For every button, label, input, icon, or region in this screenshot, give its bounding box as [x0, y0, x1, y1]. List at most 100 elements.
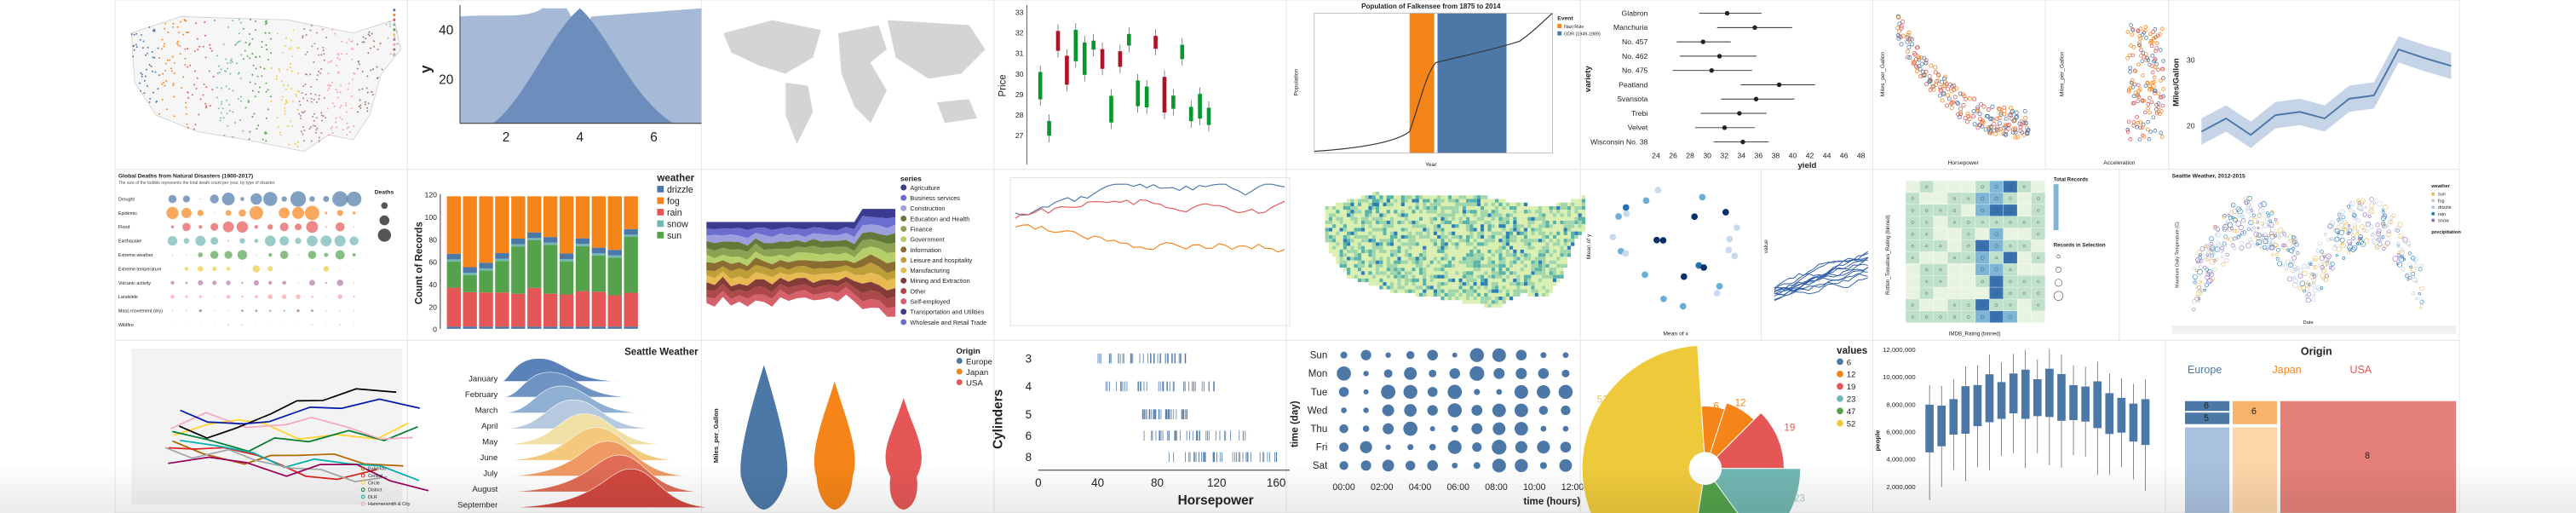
map-dot	[302, 85, 305, 88]
county	[1466, 278, 1470, 283]
point	[2395, 262, 2400, 266]
county	[1531, 245, 1535, 250]
county	[1389, 195, 1394, 199]
county	[1404, 289, 1409, 293]
point	[2336, 246, 2342, 252]
county	[1375, 278, 1380, 283]
point	[1937, 93, 1942, 98]
bar-segment	[511, 196, 526, 239]
point	[2397, 251, 2401, 255]
county	[1523, 210, 1528, 214]
map-dot	[187, 32, 189, 34]
county	[1332, 220, 1337, 225]
label: 19	[1847, 383, 1856, 392]
heat-dot	[1981, 280, 1984, 284]
county	[1516, 202, 1521, 206]
point	[2192, 299, 2197, 304]
county	[1509, 278, 1514, 283]
map-dot	[281, 80, 284, 83]
county	[1567, 224, 1572, 228]
county	[1556, 234, 1561, 239]
county	[1361, 278, 1366, 283]
point	[2137, 40, 2142, 45]
county	[1368, 256, 1372, 261]
point	[1722, 209, 1729, 216]
county	[1534, 278, 1538, 283]
county	[1481, 292, 1485, 297]
legend-dot	[900, 236, 907, 243]
county	[1361, 263, 1366, 268]
point	[2396, 245, 2401, 248]
county	[1397, 245, 1401, 250]
label: Miles_per_Gallon	[2059, 51, 2065, 96]
point	[1998, 111, 2004, 116]
label: Manchuria	[1613, 23, 1648, 32]
county	[1495, 249, 1499, 254]
heat-cell	[2031, 299, 2045, 311]
point	[2009, 112, 2014, 118]
county	[1484, 268, 1488, 272]
point	[1968, 95, 1973, 101]
punch	[1560, 441, 1572, 453]
point	[1752, 25, 1757, 31]
county	[1484, 213, 1488, 217]
map-dot	[252, 64, 255, 66]
county	[1578, 213, 1582, 217]
county	[1556, 274, 1561, 279]
county	[1534, 253, 1538, 257]
county	[1429, 220, 1434, 225]
county	[1469, 220, 1474, 225]
point	[2125, 30, 2130, 34]
county	[1542, 245, 1546, 250]
map-dot	[242, 130, 244, 132]
bubble	[241, 281, 244, 285]
county	[1498, 297, 1503, 301]
county	[1361, 224, 1366, 228]
county	[1368, 271, 1372, 275]
county	[1458, 285, 1463, 290]
bar-segment	[495, 292, 509, 327]
bar-segment	[446, 262, 461, 288]
county	[1513, 202, 1517, 206]
county	[1455, 220, 1459, 225]
map-dot	[236, 62, 239, 65]
county	[1560, 202, 1564, 206]
box	[2081, 386, 2090, 422]
punch	[1469, 348, 1484, 362]
point	[1918, 66, 1923, 72]
heat-cell	[1961, 181, 1975, 193]
point	[2212, 252, 2216, 256]
point	[1963, 116, 1968, 121]
point	[2136, 95, 2141, 99]
county	[1447, 263, 1452, 268]
heat-cell	[2017, 228, 2032, 240]
county	[1491, 213, 1495, 217]
county	[1429, 263, 1434, 268]
label: 30	[2187, 55, 2195, 64]
map-dot	[196, 37, 198, 40]
bubble	[254, 239, 259, 244]
label: 19	[1784, 423, 1795, 433]
county	[1462, 199, 1467, 203]
point	[2149, 100, 2154, 105]
point	[2412, 277, 2418, 283]
label: people	[1873, 429, 1881, 452]
point	[2382, 224, 2387, 229]
county	[1418, 231, 1423, 235]
heat-dot	[2009, 291, 2012, 295]
point	[1660, 295, 1667, 303]
map-dot	[247, 101, 250, 103]
bottom-fade	[0, 464, 2576, 513]
county	[1444, 228, 1448, 232]
county	[1383, 278, 1387, 283]
point	[2343, 228, 2348, 232]
county	[1455, 231, 1459, 235]
point	[2153, 56, 2158, 61]
point	[2311, 283, 2316, 288]
county	[1498, 205, 1503, 210]
map-dot	[297, 141, 300, 143]
county	[1495, 300, 1499, 304]
heat-dot	[1993, 279, 1999, 285]
map-dot	[388, 25, 391, 27]
map-dot	[361, 41, 364, 43]
